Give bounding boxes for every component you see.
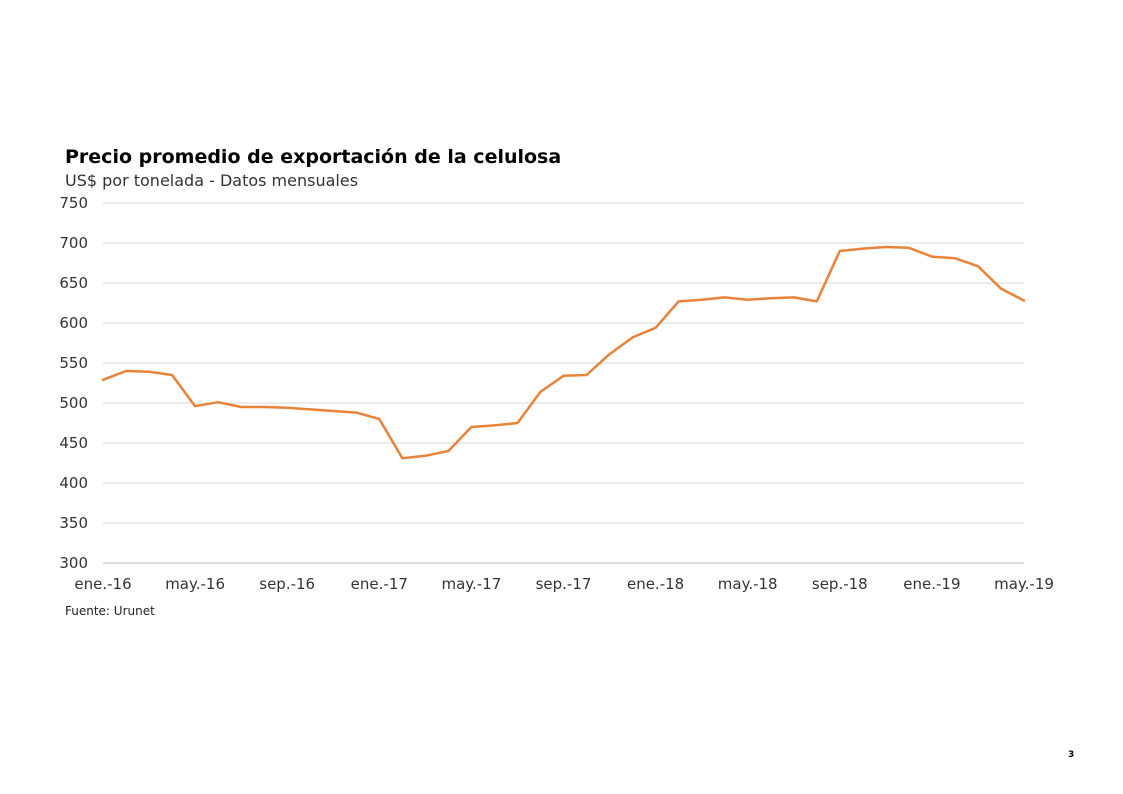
y-tick-label: 650: [59, 274, 88, 292]
x-tick-label: may.-17: [441, 575, 501, 593]
y-tick-label: 700: [59, 234, 88, 252]
y-tick-label: 750: [59, 194, 88, 212]
x-tick-label: may.-18: [718, 575, 778, 593]
page-number: 3: [1068, 750, 1075, 760]
x-tick-label: ene.-18: [627, 575, 684, 593]
source-note: Fuente: Urunet: [65, 604, 155, 618]
y-tick-label: 500: [59, 394, 88, 412]
chart-title: Precio promedio de exportación de la cel…: [65, 146, 562, 168]
x-tick-label: ene.-16: [74, 575, 131, 593]
y-tick-label: 600: [59, 314, 88, 332]
y-tick-label: 300: [59, 554, 88, 572]
y-tick-label: 450: [59, 434, 88, 452]
x-tick-label: ene.-19: [903, 575, 960, 593]
x-tick-label: sep.-16: [259, 575, 315, 593]
x-tick-label: ene.-17: [351, 575, 408, 593]
series-line: [101, 245, 1026, 460]
y-tick-label: 350: [59, 514, 88, 532]
y-tick-label: 550: [59, 354, 88, 372]
x-tick-label: sep.-17: [536, 575, 592, 593]
x-tick-label: sep.-18: [812, 575, 868, 593]
y-tick-label: 400: [59, 474, 88, 492]
chart-subtitle: US$ por tonelada - Datos mensuales: [65, 171, 359, 190]
x-tick-label: may.-16: [165, 575, 225, 593]
x-tick-label: may.-19: [994, 575, 1054, 593]
